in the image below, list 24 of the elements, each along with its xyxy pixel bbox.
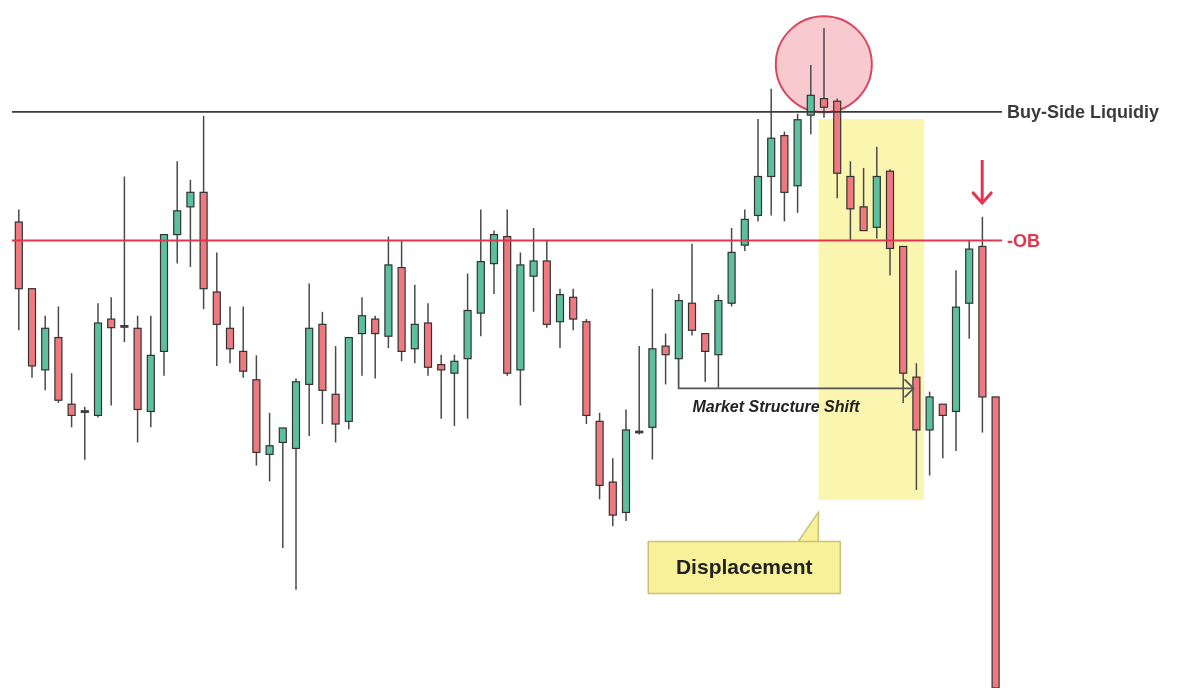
annotation: Market Structure Shift [692,398,861,416]
candlestick [239,305,248,379]
candlestick [278,427,287,549]
candlestick [357,296,367,377]
candlestick [661,332,670,386]
candlestick [938,403,947,460]
candlestick [701,332,710,383]
candlestick [80,406,89,461]
ref-line-label: Buy-Side Liquidiy [1007,102,1160,123]
annotation: Displacement [675,555,813,579]
candlestick [67,372,76,429]
candlestick [529,227,538,313]
candlestick [450,353,459,427]
candlestick [186,179,195,268]
candlestick [225,305,235,365]
candlestick [569,287,578,332]
candlestick [371,315,380,380]
candlestick [120,175,129,343]
candlestick [107,296,116,407]
candlestick [173,160,182,265]
candlestick [859,167,868,232]
candlestick [265,412,274,483]
ref-line-label: -OB [1007,230,1040,251]
candlestick [437,353,446,420]
